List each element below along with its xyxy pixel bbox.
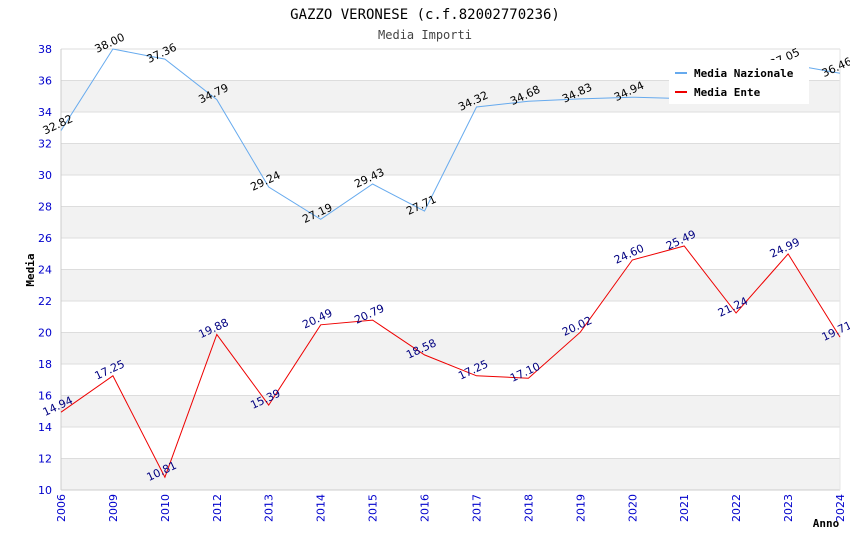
chart-subtitle: Media Importi [378,28,472,42]
grid-band [61,458,840,490]
x-tick-label: 2012 [211,494,224,522]
x-tick-label: 2016 [419,494,432,522]
y-tick-label: 10 [38,484,52,497]
y-tick-label: 14 [38,421,52,434]
x-tick-label: 2013 [263,494,276,522]
x-tick-label: 2010 [159,494,172,522]
y-tick-label: 32 [38,138,52,151]
y-tick-label: 12 [38,453,52,466]
grid-band [61,395,840,427]
y-tick-label: 26 [38,232,52,245]
data-label: 38.00 [93,31,127,56]
x-axis-label: Anno [813,517,840,530]
y-tick-label: 24 [38,264,52,277]
y-tick-label: 16 [38,390,52,403]
x-tick-label: 2020 [626,494,639,522]
grid-band [61,332,840,364]
x-tick-label: 2019 [574,494,587,522]
y-tick-label: 22 [38,295,52,308]
grid-band [61,206,840,238]
x-tick-label: 2022 [730,494,743,522]
x-tick-label: 2021 [678,494,691,522]
x-tick-label: 2024 [834,494,847,522]
legend: Media Nazionale Media Ente [669,60,809,104]
y-tick-label: 34 [38,106,52,119]
data-label: 37.36 [145,41,179,66]
grid-bands [61,80,840,490]
data-label: 20.79 [352,302,386,327]
series-line [60,245,841,479]
y-tick-label: 20 [38,327,52,340]
x-tick-label: 2015 [367,494,380,522]
y-tick-label: 36 [38,75,52,88]
legend-box [669,60,809,104]
chart-title: GAZZO VERONESE (c.f.82002770236) [290,7,560,23]
data-label: 20.49 [300,306,334,331]
x-tick-label: 2017 [470,494,483,522]
legend-label: Media Nazionale [694,67,794,80]
x-tick-label: 2023 [782,494,795,522]
x-tick-label: 2009 [107,494,120,522]
legend-label: Media Ente [694,86,761,99]
y-axis-label: Media [24,253,37,286]
data-label: 36.46 [820,55,850,80]
y-tick-label: 28 [38,201,52,214]
y-tick-label: 18 [38,358,52,371]
x-tick-label: 2018 [522,494,535,522]
y-tick-label: 38 [38,43,52,56]
y-tick-label: 30 [38,169,52,182]
grid-band [61,269,840,301]
data-label: 24.60 [612,242,646,267]
x-tick-label: 2006 [55,494,68,522]
x-tick-label: 2014 [315,494,328,522]
